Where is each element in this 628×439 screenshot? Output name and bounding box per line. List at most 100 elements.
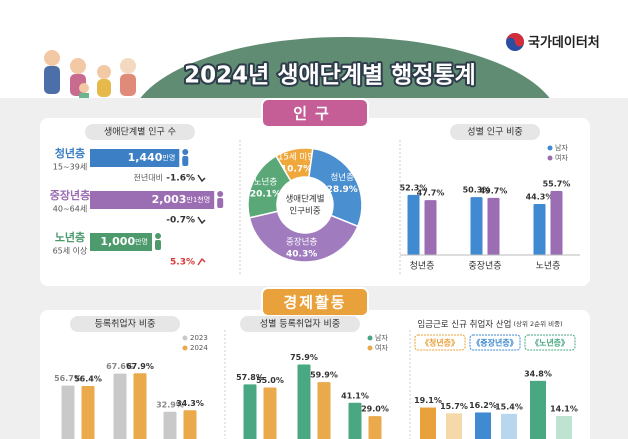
slice-value: 10.7% <box>281 164 312 174</box>
donut-center: 생애단계별 <box>285 194 324 205</box>
legend-label: 여자 <box>555 153 568 162</box>
legend-label: 2023 <box>190 334 208 342</box>
value-label: 34.8% <box>524 369 552 378</box>
value-label: 56.4% <box>74 374 102 383</box>
value-label: 49.7% <box>480 186 508 195</box>
count-value: 1,000만명 <box>100 235 148 248</box>
bar <box>407 194 420 255</box>
bar <box>113 373 127 439</box>
person-icon <box>182 156 189 166</box>
legend-label: 남자 <box>375 333 388 342</box>
category-label: 청년층 <box>410 261 435 272</box>
subtitle: 성별 인구 비중 <box>467 127 522 138</box>
slice-name: 노년층 <box>254 177 278 188</box>
donut-slice <box>248 210 359 263</box>
count-number: 2,003 <box>152 193 187 206</box>
row-age: 40~64세 <box>53 205 87 214</box>
value-label: 19.1% <box>414 396 442 405</box>
legend-swatch <box>547 155 553 161</box>
bar <box>530 380 546 439</box>
count-unit: 만명 <box>135 237 148 246</box>
bar <box>550 190 563 255</box>
group-box <box>469 334 521 351</box>
bar <box>475 412 491 439</box>
legend-label: 여자 <box>375 343 388 352</box>
legend-label: 남자 <box>555 143 568 152</box>
title: 2024년 생애단계별 행정통계 <box>184 63 476 89</box>
value-label: 16.2% <box>469 401 497 410</box>
legend-swatch <box>367 335 373 341</box>
subtitle-pill <box>85 124 195 140</box>
group-label: 《청년층》 <box>421 338 459 348</box>
change: 5.3% <box>170 258 195 268</box>
section-pill <box>261 98 369 128</box>
row-label: 노년층 <box>55 230 85 244</box>
change-arrow <box>197 174 206 183</box>
person-icon <box>217 198 224 208</box>
value-label: 29.0% <box>361 405 389 414</box>
value-label: 34.3% <box>176 399 204 408</box>
bar <box>348 402 362 439</box>
row-age: 15~39세 <box>53 163 87 172</box>
subtitle-pill <box>450 124 540 140</box>
change: -1.6% <box>166 174 195 184</box>
value-label: 41.1% <box>341 391 369 400</box>
legend-swatch <box>182 335 188 341</box>
subtitle-note: (상위 2순위 비중) <box>513 319 562 328</box>
person-icon <box>217 191 224 197</box>
count-value: 1,440만명 <box>128 151 176 164</box>
logo-mark <box>506 33 524 51</box>
yoy-label: 전년대비 <box>134 173 163 183</box>
row-age: 65세 이상 <box>53 246 88 256</box>
subtitle-main: 임금근로 신규 취업자 산업 <box>417 319 511 330</box>
bar <box>368 416 382 439</box>
donut-center: 인구비중 <box>289 206 320 217</box>
donut-slice <box>308 147 363 228</box>
group-label: 《중장년층》 <box>472 338 517 348</box>
bar <box>501 413 517 439</box>
bar <box>81 385 95 439</box>
legend-label: 2024 <box>190 344 208 352</box>
legend-swatch <box>367 345 373 351</box>
bar <box>556 416 572 439</box>
value-label: 47.7% <box>417 189 445 198</box>
bar <box>487 197 500 255</box>
subtitle: 임금근로 신규 취업자 산업 (상위 2순위 비중) <box>417 319 562 330</box>
slice-value: 20.1% <box>250 190 281 200</box>
value-label: 52.3% <box>400 183 428 192</box>
value-label: 75.9% <box>290 353 318 362</box>
group-label: 《노년층》 <box>531 338 569 348</box>
section-title: 인구 <box>293 105 337 123</box>
row-label: 청년층 <box>55 146 85 160</box>
bar <box>133 373 147 439</box>
subtitle: 성별 등록취업자 비중 <box>260 319 340 330</box>
legend-swatch <box>547 145 553 151</box>
subtitle-pill <box>240 316 360 332</box>
slice-name: 청년층 <box>330 172 354 183</box>
count-number: 1,000 <box>100 235 135 248</box>
count-unit: 만1천명 <box>186 195 210 204</box>
value-label: 50.3% <box>463 186 491 195</box>
value-label: 15.7% <box>440 402 468 411</box>
count-unit: 만명 <box>162 153 175 162</box>
slice-value: 28.9% <box>327 185 358 195</box>
category-label: 노년층 <box>536 261 561 272</box>
legend-swatch <box>182 345 188 351</box>
slice-value: 40.3% <box>286 249 317 259</box>
donut-slice <box>247 154 292 219</box>
value-label: 55.0% <box>256 376 284 385</box>
bar <box>446 413 462 439</box>
bar <box>317 382 331 439</box>
count-bar <box>90 149 180 167</box>
change: -0.7% <box>166 216 195 226</box>
subtitle: 생애단계별 인구 수 <box>104 126 176 138</box>
subtitle: 등록취업자 비중 <box>95 319 156 330</box>
section-title: 경제활동 <box>283 294 346 312</box>
bar <box>243 384 257 439</box>
person-icon <box>155 240 161 250</box>
bar <box>163 411 177 439</box>
count-bar <box>90 191 215 209</box>
subtitle-pill <box>70 316 180 332</box>
slice-name: 15세 미만 <box>278 152 315 162</box>
